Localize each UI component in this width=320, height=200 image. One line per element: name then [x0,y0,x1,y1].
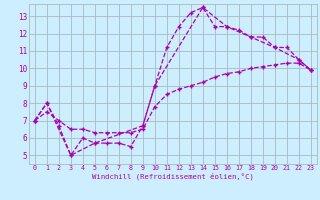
X-axis label: Windchill (Refroidissement éolien,°C): Windchill (Refroidissement éolien,°C) [92,173,254,180]
